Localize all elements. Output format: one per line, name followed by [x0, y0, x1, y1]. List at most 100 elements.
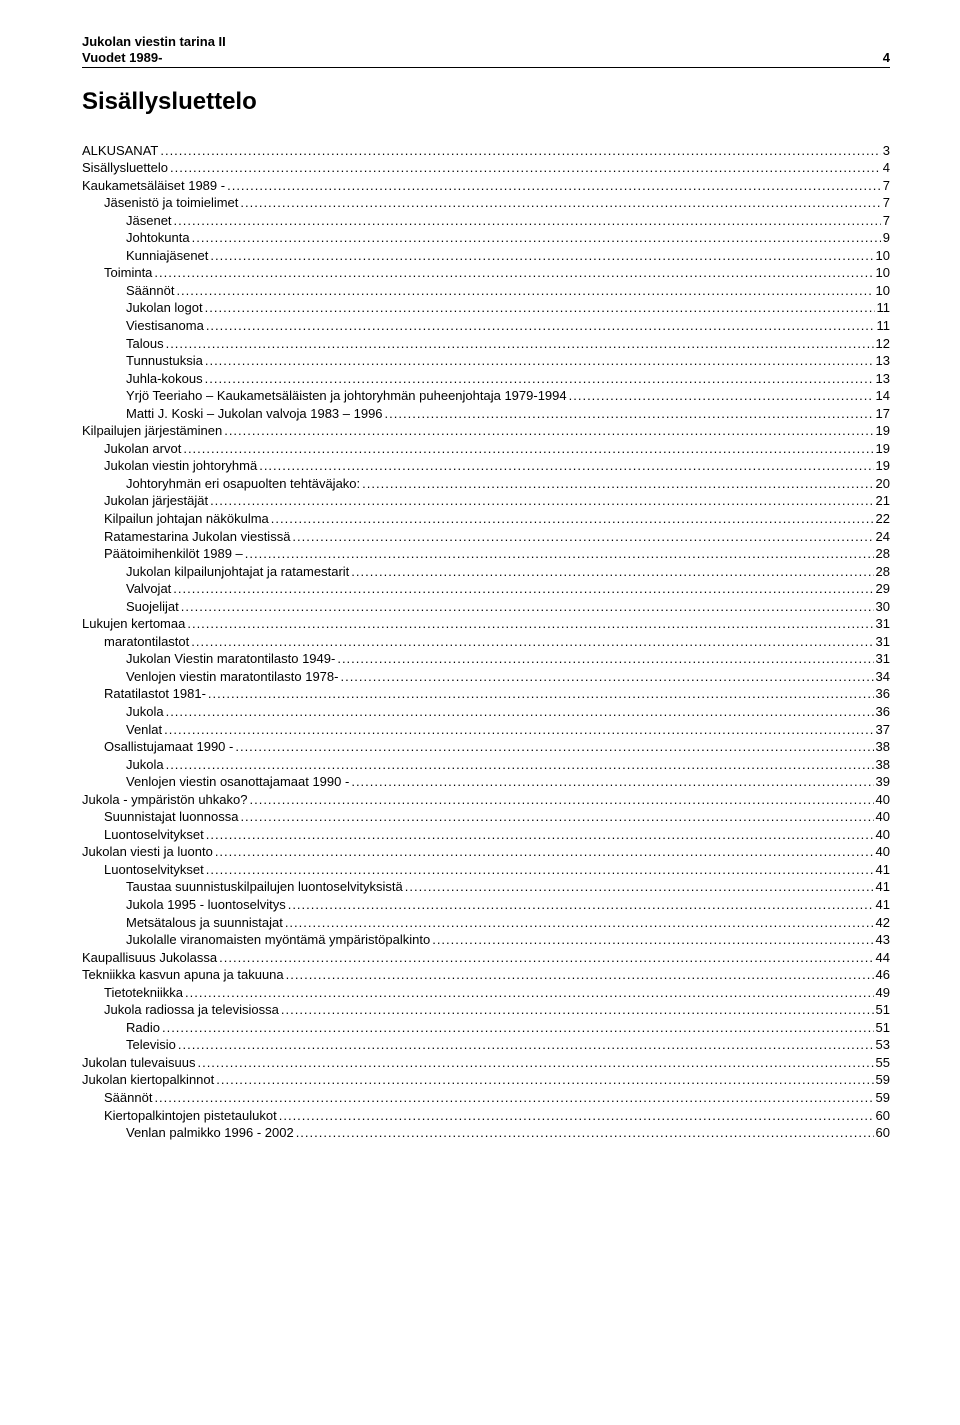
toc-label: Venlojen viestin osanottajamaat 1990 - [126, 773, 349, 791]
toc-leader [224, 422, 873, 440]
toc-leader [197, 1054, 873, 1072]
toc-page-number: 38 [876, 738, 890, 756]
toc-row: Venlan palmikko 1996 - 200260 [82, 1124, 890, 1142]
toc-row: Kilpailun johtajan näkökulma 22 [82, 510, 890, 528]
header-line-1: Jukolan viestin tarina II [82, 34, 890, 50]
toc-leader [219, 949, 873, 967]
toc-leader [206, 317, 875, 335]
toc-leader [259, 457, 873, 475]
toc-page-number: 29 [876, 580, 890, 598]
toc-leader [245, 545, 874, 563]
toc-page-number: 55 [876, 1054, 890, 1072]
toc-label: Jukolan arvot [104, 440, 181, 458]
toc-page-number: 59 [876, 1071, 890, 1089]
toc-leader [206, 861, 874, 879]
toc-leader [362, 475, 873, 493]
toc-leader [405, 878, 874, 896]
toc-page-number: 53 [876, 1036, 890, 1054]
toc-label: Luontoselvitykset [104, 861, 204, 879]
toc-row: Johtokunta9 [82, 229, 890, 247]
toc-label: Suojelijat [126, 598, 179, 616]
toc-leader [183, 440, 873, 458]
toc-page-number: 42 [876, 914, 890, 932]
toc-leader [337, 650, 873, 668]
toc-page-number: 10 [876, 247, 890, 265]
toc-row: Jukola radiossa ja televisiossa51 [82, 1001, 890, 1019]
toc-leader [279, 1107, 874, 1125]
toc-leader [205, 352, 874, 370]
toc-page-number: 11 [877, 299, 891, 317]
toc-leader [205, 299, 875, 317]
toc-page-number: 22 [876, 510, 890, 528]
toc-page-number: 38 [876, 756, 890, 774]
toc-row: Johtoryhmän eri osapuolten tehtäväjako:2… [82, 475, 890, 493]
toc-label: Kaupallisuus Jukolassa [82, 949, 217, 967]
toc-page-number: 4 [883, 159, 890, 177]
toc-label: Jukolan kilpailunjohtajat ja ratamestari… [126, 563, 349, 581]
toc-row: Jukolan viestin johtoryhmä 19 [82, 457, 890, 475]
toc-page-number: 44 [876, 949, 890, 967]
toc-row: Jukola 1995 - luontoselvitys 41 [82, 896, 890, 914]
toc-row: Jukolan viesti ja luonto40 [82, 843, 890, 861]
toc-leader [432, 931, 873, 949]
toc-leader [285, 914, 874, 932]
toc-label: Toiminta [104, 264, 152, 282]
toc-label: Suunnistajat luonnossa [104, 808, 238, 826]
toc-page-number: 41 [876, 896, 890, 914]
toc-leader [154, 264, 873, 282]
toc-label: Jukola [126, 703, 164, 721]
toc-page-number: 59 [876, 1089, 890, 1107]
toc-page-number: 17 [876, 405, 890, 423]
toc-label: Tekniikka kasvun apuna ja takuuna [82, 966, 284, 984]
toc-label: Taustaa suunnistuskilpailujen luontoselv… [126, 878, 403, 896]
toc-row: Suunnistajat luonnossa40 [82, 808, 890, 826]
toc-label: Venlojen viestin maratontilasto 1978- [126, 668, 338, 686]
toc-label: Ratatilastot 1981- [104, 685, 206, 703]
toc-label: Kiertopalkintojen pistetaulukot [104, 1107, 277, 1125]
toc-row: Tunnustuksia13 [82, 352, 890, 370]
toc-leader [240, 194, 880, 212]
toc-page-number: 28 [876, 545, 890, 563]
toc-leader [205, 370, 874, 388]
toc-leader [292, 528, 873, 546]
toc-label: Jäsenistö ja toimielimet [104, 194, 238, 212]
toc-leader [174, 212, 881, 230]
toc-row: Televisio 53 [82, 1036, 890, 1054]
toc-row: Jukola38 [82, 756, 890, 774]
toc-leader [187, 615, 873, 633]
toc-label: Kilpailun johtajan näkökulma [104, 510, 269, 528]
header-line-2: Vuodet 1989- 4 [82, 50, 890, 66]
toc-leader [166, 703, 874, 721]
toc-row: Venlat37 [82, 721, 890, 739]
header-page-number: 4 [883, 50, 890, 66]
toc-label: Jukolan viestin johtoryhmä [104, 457, 257, 475]
toc-label: Jukolan järjestäjät [104, 492, 208, 510]
toc-page-number: 19 [876, 457, 890, 475]
page-header: Jukolan viestin tarina II Vuodet 1989- 4 [82, 34, 890, 67]
toc-row: Metsätalous ja suunnistajat42 [82, 914, 890, 932]
toc-leader [340, 668, 873, 686]
toc-row: Jukolan kilpailunjohtajat ja ratamestari… [82, 563, 890, 581]
toc-label: Jukola 1995 - luontoselvitys [126, 896, 286, 914]
toc-row: Kiertopalkintojen pistetaulukot60 [82, 1107, 890, 1125]
toc-label: Televisio [126, 1036, 176, 1054]
toc-page-number: 51 [876, 1001, 890, 1019]
toc-label: Kilpailujen järjestäminen [82, 422, 222, 440]
toc-page-number: 40 [876, 826, 890, 844]
toc-page-number: 41 [876, 878, 890, 896]
toc-leader [166, 335, 874, 353]
toc-row: Suojelijat30 [82, 598, 890, 616]
toc-page-number: 7 [883, 194, 890, 212]
toc-page-number: 36 [876, 703, 890, 721]
toc-page-number: 40 [876, 791, 890, 809]
toc-page-number: 13 [876, 352, 890, 370]
toc-label: Sisällysluettelo [82, 159, 168, 177]
toc-page-number: 51 [876, 1019, 890, 1037]
toc-leader [240, 808, 873, 826]
toc-label: Radio [126, 1019, 160, 1037]
toc-row: Ratamestarina Jukolan viestissä24 [82, 528, 890, 546]
toc-page-number: 20 [876, 475, 890, 493]
toc-row: Juhla-kokous13 [82, 370, 890, 388]
toc-leader [216, 1071, 873, 1089]
toc-row: Kilpailujen järjestäminen19 [82, 422, 890, 440]
